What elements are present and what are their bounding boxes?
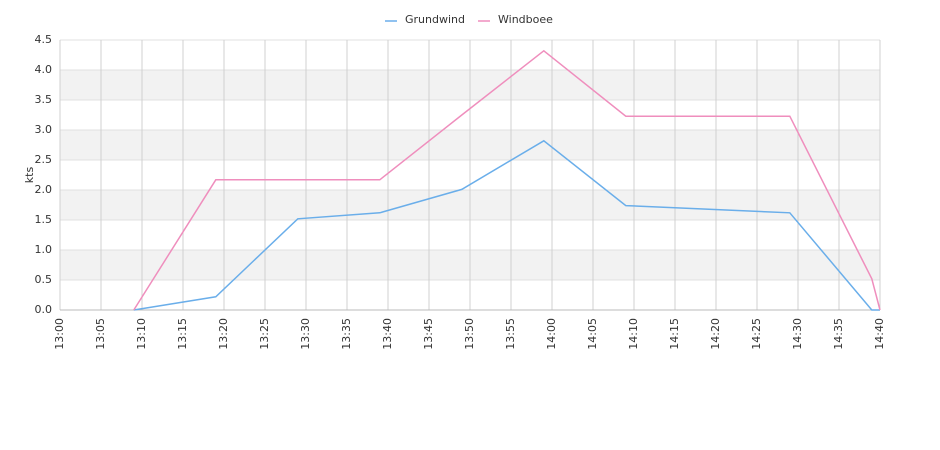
legend-label: Windboee bbox=[498, 13, 553, 26]
x-tick-label: 14:00 bbox=[545, 318, 558, 350]
x-tick-label: 14:10 bbox=[627, 318, 640, 350]
x-tick-label: 13:55 bbox=[504, 318, 517, 350]
x-tick-label: 14:35 bbox=[832, 318, 845, 350]
y-tick-label: 2.0 bbox=[35, 183, 53, 196]
x-tick-label: 14:20 bbox=[709, 318, 722, 350]
x-tick-label: 13:05 bbox=[94, 318, 107, 350]
y-tick-label: 0.5 bbox=[35, 273, 53, 286]
y-tick-label: 3.5 bbox=[35, 93, 53, 106]
x-tick-label: 13:40 bbox=[381, 318, 394, 350]
y-tick-label: 1.5 bbox=[35, 213, 53, 226]
y-axis-label: kts bbox=[23, 167, 36, 184]
x-tick-label: 13:10 bbox=[135, 318, 148, 350]
x-tick-label: 13:45 bbox=[422, 318, 435, 350]
y-tick-label: 4.0 bbox=[35, 63, 53, 76]
y-tick-label: 0.0 bbox=[35, 303, 53, 316]
series-line bbox=[133, 49, 881, 311]
y-tick-label: 2.5 bbox=[35, 153, 53, 166]
series-line bbox=[133, 139, 880, 311]
legend-label: Grundwind bbox=[405, 13, 465, 26]
x-tick-label: 13:30 bbox=[299, 318, 312, 350]
x-tick-label: 13:50 bbox=[463, 318, 476, 350]
y-tick-label: 1.0 bbox=[35, 243, 53, 256]
x-tick-label: 13:15 bbox=[176, 318, 189, 350]
y-tick-label: 3.0 bbox=[35, 123, 53, 136]
x-tick-label: 13:35 bbox=[340, 318, 353, 350]
x-tick-label: 14:15 bbox=[668, 318, 681, 350]
x-tick-label: 14:05 bbox=[586, 318, 599, 350]
x-tick-label: 14:30 bbox=[791, 318, 804, 350]
x-tick-label: 13:00 bbox=[53, 318, 66, 350]
x-tick-label: 14:40 bbox=[873, 318, 886, 350]
x-tick-label: 14:25 bbox=[750, 318, 763, 350]
x-tick-label: 13:25 bbox=[258, 318, 271, 350]
x-tick-label: 13:20 bbox=[217, 318, 230, 350]
y-tick-label: 4.5 bbox=[35, 33, 53, 46]
